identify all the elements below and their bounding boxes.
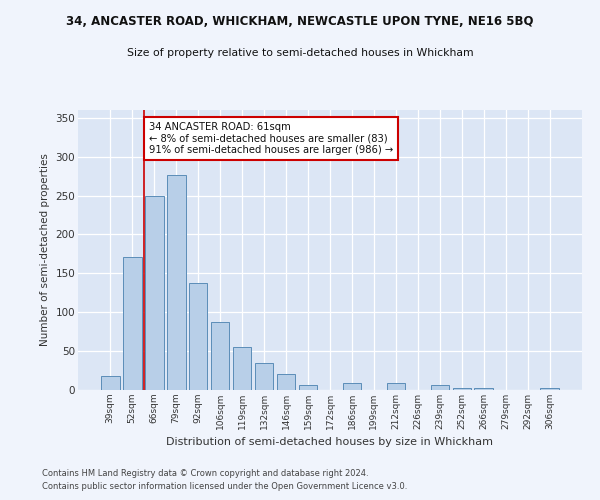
Bar [343, 383, 361, 390]
Text: 34 ANCASTER ROAD: 61sqm
← 8% of semi-detached houses are smaller (83)
91% of sem: 34 ANCASTER ROAD: 61sqm ← 8% of semi-det… [149, 122, 393, 155]
Bar [189, 284, 208, 390]
Bar [541, 388, 559, 390]
X-axis label: Distribution of semi-detached houses by size in Whickham: Distribution of semi-detached houses by … [167, 438, 493, 448]
Bar [277, 374, 295, 390]
Bar [145, 196, 164, 390]
Text: Contains HM Land Registry data © Crown copyright and database right 2024.: Contains HM Land Registry data © Crown c… [42, 468, 368, 477]
Text: 34, ANCASTER ROAD, WHICKHAM, NEWCASTLE UPON TYNE, NE16 5BQ: 34, ANCASTER ROAD, WHICKHAM, NEWCASTLE U… [66, 15, 534, 28]
Bar [211, 322, 229, 390]
Text: Contains public sector information licensed under the Open Government Licence v3: Contains public sector information licen… [42, 482, 407, 491]
Bar [233, 347, 251, 390]
Bar [475, 388, 493, 390]
Bar [167, 174, 185, 390]
Bar [452, 388, 471, 390]
Bar [123, 257, 142, 390]
Bar [386, 383, 405, 390]
Bar [299, 384, 317, 390]
Bar [101, 376, 119, 390]
Bar [431, 386, 449, 390]
Bar [255, 363, 274, 390]
Y-axis label: Number of semi-detached properties: Number of semi-detached properties [40, 154, 50, 346]
Text: Size of property relative to semi-detached houses in Whickham: Size of property relative to semi-detach… [127, 48, 473, 58]
